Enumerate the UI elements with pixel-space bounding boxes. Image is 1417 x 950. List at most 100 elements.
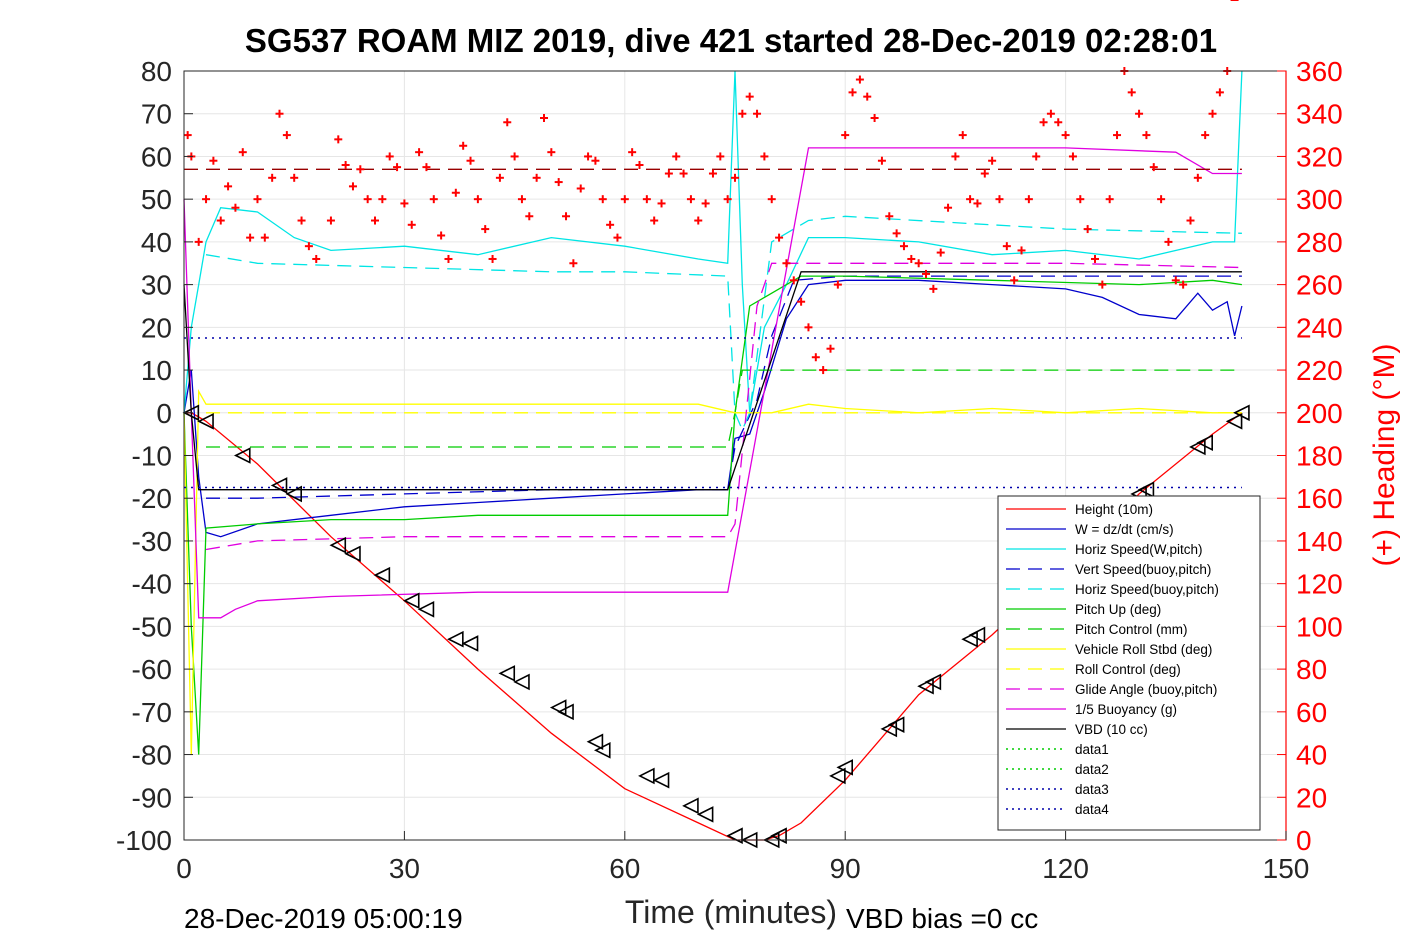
- heading-point: [547, 148, 556, 157]
- x-tick-label: 0: [176, 853, 192, 884]
- heading-point: [202, 195, 211, 204]
- heading-point: [819, 366, 828, 375]
- heading-point: [745, 92, 754, 101]
- dive-marker: [836, 759, 854, 776]
- y-right-tick-label: 220: [1296, 355, 1343, 386]
- heading-point: [811, 353, 820, 362]
- y-right-tick-label: 120: [1296, 569, 1343, 600]
- heading-point: [1193, 173, 1202, 182]
- series-line-10: [183, 147, 1242, 619]
- heading-point: [620, 195, 629, 204]
- y-right-tick-label: 320: [1296, 141, 1343, 172]
- dive-marker: [549, 699, 567, 716]
- heading-point: [892, 229, 901, 238]
- legend-label: Pitch Up (deg): [1075, 602, 1161, 617]
- heading-point: [1186, 216, 1195, 225]
- series-line-7: [183, 389, 1242, 755]
- y-left-tick-label: 80: [141, 56, 172, 87]
- heading-point: [929, 284, 938, 293]
- heading-point: [988, 156, 997, 165]
- legend-label: data4: [1075, 802, 1109, 817]
- heading-point: [848, 88, 857, 97]
- y-left-tick-label: 20: [141, 312, 172, 343]
- legend: Height (10m) W = dz/dt (cm/s) Horiz Speed(…: [997, 495, 1261, 831]
- heading-point: [628, 148, 637, 157]
- y-right-tick-label: 280: [1296, 227, 1343, 258]
- dive-marker: [770, 827, 787, 845]
- heading-point: [708, 169, 717, 178]
- y-right-tick-label: 100: [1296, 611, 1343, 642]
- heading-point: [444, 254, 453, 263]
- heading-point: [1010, 276, 1019, 285]
- series-line-2: [183, 70, 1243, 413]
- heading-point: [304, 242, 313, 251]
- heading-point: [664, 169, 673, 178]
- dive-marker: [593, 741, 611, 759]
- dive-marker: [233, 447, 251, 464]
- series-line-6: [206, 369, 1242, 448]
- dive-marker: [270, 477, 288, 494]
- heading-point: [936, 248, 945, 257]
- dive-marker: [329, 536, 347, 554]
- heading-point: [1090, 254, 1099, 263]
- heading-point: [371, 216, 380, 225]
- y-left-tick-label: -40: [132, 569, 172, 600]
- heading-point: [966, 195, 975, 204]
- heading-point: [539, 113, 548, 122]
- dive-marker: [1137, 481, 1155, 498]
- heading-point: [1068, 152, 1077, 161]
- heading-point: [326, 216, 335, 225]
- heading-point: [393, 163, 402, 172]
- heading-point: [569, 259, 578, 268]
- heading-point: [922, 269, 931, 278]
- x-tick-label: 120: [1042, 853, 1089, 884]
- heading-point: [613, 233, 622, 242]
- heading-point: [253, 195, 262, 204]
- legend-label: data3: [1075, 782, 1109, 797]
- legend-label: Height (10m): [1075, 502, 1153, 517]
- heading-point: [731, 173, 739, 182]
- heading-point: [672, 152, 681, 161]
- dive-marker: [373, 566, 391, 584]
- heading-point: [694, 216, 703, 225]
- heading-point: [495, 173, 504, 182]
- y-left-tick-label: 40: [141, 227, 172, 258]
- heading-point: [907, 254, 916, 263]
- dive-marker: [586, 733, 604, 751]
- dive-marker: [961, 630, 978, 648]
- y-left-tick-label: 70: [141, 99, 172, 130]
- heading-point: [275, 109, 284, 118]
- y-left-tick-label: -30: [132, 526, 172, 557]
- heading-point: [1061, 131, 1070, 140]
- heading-point: [591, 156, 600, 165]
- heading-point: [459, 141, 468, 150]
- y-right-tick-label: 80: [1296, 654, 1327, 685]
- legend-label: Horiz Speed(W,pitch): [1075, 542, 1203, 557]
- heading-point: [826, 344, 835, 353]
- y-right-tick-label: 40: [1296, 740, 1327, 771]
- heading-point: [1157, 195, 1166, 204]
- footer-timestamp: 28-Dec-2019 05:00:19: [184, 903, 463, 934]
- heading-point: [642, 195, 651, 204]
- dive-marker: [1233, 404, 1250, 422]
- heading-point: [980, 169, 989, 178]
- legend-label: Vehicle Roll Stbd (deg): [1075, 642, 1212, 657]
- dive-marker: [880, 720, 898, 738]
- heading-point: [701, 199, 710, 208]
- heading-point: [782, 259, 791, 268]
- heading-point: [451, 188, 460, 197]
- x-tick-label: 60: [609, 853, 640, 884]
- series-line-5: [183, 275, 1242, 755]
- dive-marker: [461, 635, 479, 652]
- heading-point: [290, 173, 299, 182]
- dive-marker: [887, 716, 905, 733]
- legend-label: Glide Angle (buoy,pitch): [1075, 682, 1217, 697]
- heading-point: [1098, 280, 1107, 289]
- heading-point: [598, 195, 607, 204]
- dive-marker: [652, 771, 670, 789]
- heading-point: [1017, 246, 1026, 255]
- legend-label: Horiz Speed(buoy,pitch): [1075, 582, 1219, 597]
- heading-point: [415, 148, 424, 157]
